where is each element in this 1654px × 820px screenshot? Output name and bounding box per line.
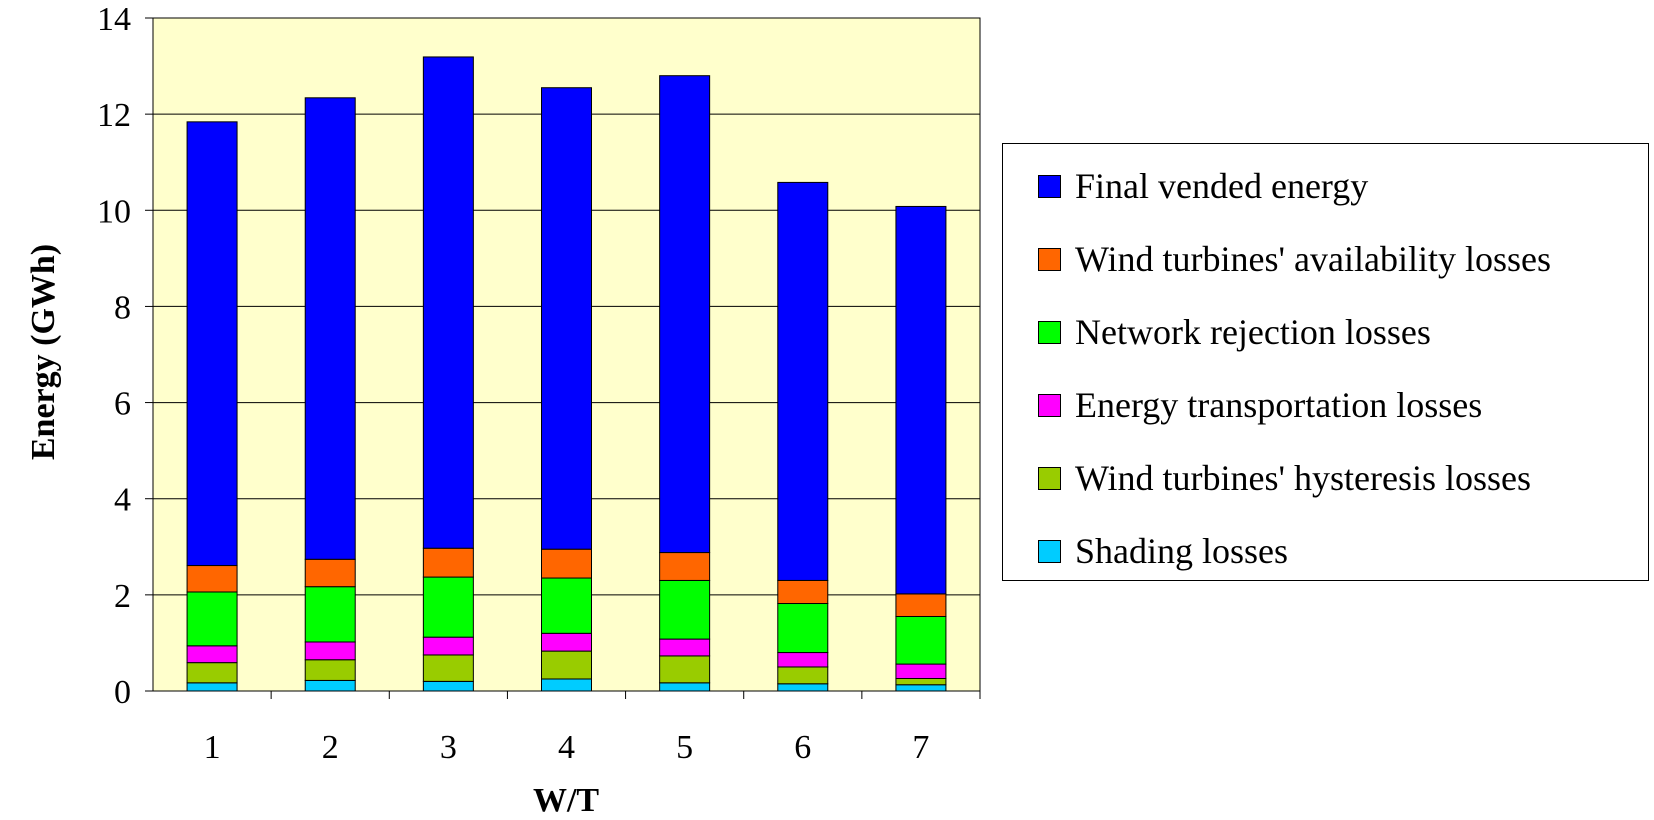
bar-segment-6-category-4 bbox=[541, 87, 592, 550]
bar-segment-3-category-7 bbox=[895, 663, 947, 680]
bar-segment-2-category-1 bbox=[186, 662, 238, 684]
bar-segment-5-category-6 bbox=[777, 579, 829, 605]
legend-label: Network rejection losses bbox=[1075, 312, 1431, 352]
bar-segment-6-category-6 bbox=[777, 181, 829, 581]
bar-segment-4-category-6 bbox=[777, 603, 829, 654]
bar-segment-2-category-6 bbox=[777, 666, 829, 685]
legend-label: Wind turbines' hysteresis losses bbox=[1075, 458, 1531, 498]
legend-label: Shading losses bbox=[1075, 531, 1289, 571]
bar-segment-6-category-2 bbox=[304, 97, 356, 560]
x-tick-label: 7 bbox=[912, 729, 929, 766]
bar-segment-5-category-5 bbox=[659, 552, 711, 581]
bar-segment-3-category-3 bbox=[422, 636, 474, 656]
bar-segment-1-category-1 bbox=[186, 682, 238, 692]
y-tick-labels: 0 2 4 6 8 10 12 14 bbox=[97, 1, 131, 711]
legend-item: Energy transportation losses bbox=[1038, 385, 1482, 425]
legend-label: Wind turbines' availability losses bbox=[1075, 239, 1551, 279]
bar-segment-4-category-5 bbox=[659, 579, 711, 640]
axes bbox=[145, 17, 981, 699]
bar-segment-4-category-4 bbox=[541, 577, 592, 634]
bar-segment-2-category-3 bbox=[422, 654, 474, 682]
y-tick-label: 2 bbox=[114, 578, 131, 615]
y-tick-label: 10 bbox=[97, 193, 131, 230]
x-tick-label: 1 bbox=[204, 729, 221, 766]
bar-segment-6-category-3 bbox=[422, 56, 474, 549]
y-tick-label: 12 bbox=[97, 97, 131, 134]
bar-segment-2-category-4 bbox=[541, 650, 592, 680]
bar-segment-6-category-1 bbox=[186, 121, 238, 567]
y-tick-label: 6 bbox=[114, 386, 131, 423]
bar-segment-4-category-1 bbox=[186, 591, 238, 647]
legend-item: Shading losses bbox=[1038, 531, 1288, 571]
bar-segment-1-category-5 bbox=[659, 682, 711, 692]
bar-segment-3-category-6 bbox=[777, 652, 829, 668]
legend-label: Final vended energy bbox=[1075, 166, 1369, 206]
bar-segment-3-category-5 bbox=[659, 638, 711, 657]
bar-segment-5-category-2 bbox=[304, 558, 356, 588]
bar-segment-4-category-2 bbox=[304, 586, 356, 643]
bar-segment-1-category-7 bbox=[895, 684, 947, 692]
bar-segment-2-category-5 bbox=[659, 655, 711, 684]
bar-segment-5-category-7 bbox=[895, 593, 947, 617]
y-tick-label: 4 bbox=[114, 482, 131, 519]
y-tick-label: 0 bbox=[114, 674, 131, 711]
x-tick-labels: 1 2 3 4 5 6 7 bbox=[204, 729, 930, 766]
bar-segment-3-category-1 bbox=[186, 645, 238, 664]
bar-segment-1-category-4 bbox=[541, 678, 592, 692]
bar-segment-2-category-2 bbox=[304, 659, 356, 681]
legend-swatch bbox=[1038, 539, 1061, 563]
legend-swatch bbox=[1038, 174, 1061, 198]
y-tick-label: 8 bbox=[114, 289, 131, 326]
bar-segment-1-category-3 bbox=[422, 680, 474, 692]
bar-segment-6-category-5 bbox=[659, 75, 711, 554]
bar-segment-2-category-7 bbox=[895, 678, 947, 686]
bar-segment-4-category-3 bbox=[422, 576, 474, 638]
legend: Final vended energy Wind turbines' availa… bbox=[1002, 143, 1649, 581]
y-tick-label: 14 bbox=[97, 1, 131, 38]
bar-segment-5-category-3 bbox=[422, 547, 474, 578]
x-tick-label: 3 bbox=[440, 729, 457, 766]
legend-item: Wind turbines' availability losses bbox=[1038, 239, 1551, 279]
bar-segment-3-category-2 bbox=[304, 641, 356, 661]
x-tick-label: 5 bbox=[676, 729, 693, 766]
bar-segment-5-category-1 bbox=[186, 565, 238, 593]
bar-segment-3-category-4 bbox=[541, 632, 592, 652]
bar-segment-5-category-4 bbox=[541, 548, 592, 579]
legend-item: Final vended energy bbox=[1038, 166, 1368, 206]
y-axis-title: Energy (GWh) bbox=[25, 244, 62, 460]
legend-item: Network rejection losses bbox=[1038, 312, 1431, 352]
bar-segment-1-category-2 bbox=[304, 679, 356, 692]
legend-label: Energy transportation losses bbox=[1075, 385, 1483, 425]
x-tick-label: 4 bbox=[558, 729, 575, 766]
x-axis-title: W/T bbox=[533, 782, 599, 819]
x-tick-label: 6 bbox=[794, 729, 811, 766]
bar-segment-4-category-7 bbox=[895, 615, 947, 665]
x-tick-label: 2 bbox=[322, 729, 339, 766]
legend-item: Wind turbines' hysteresis losses bbox=[1038, 458, 1531, 498]
legend-swatch bbox=[1038, 466, 1061, 490]
legend-swatch bbox=[1038, 393, 1061, 417]
bar-segment-6-category-7 bbox=[895, 205, 947, 595]
bars bbox=[186, 56, 947, 692]
bar-segment-1-category-6 bbox=[777, 683, 829, 692]
legend-swatch bbox=[1038, 320, 1061, 344]
legend-swatch bbox=[1038, 247, 1061, 271]
